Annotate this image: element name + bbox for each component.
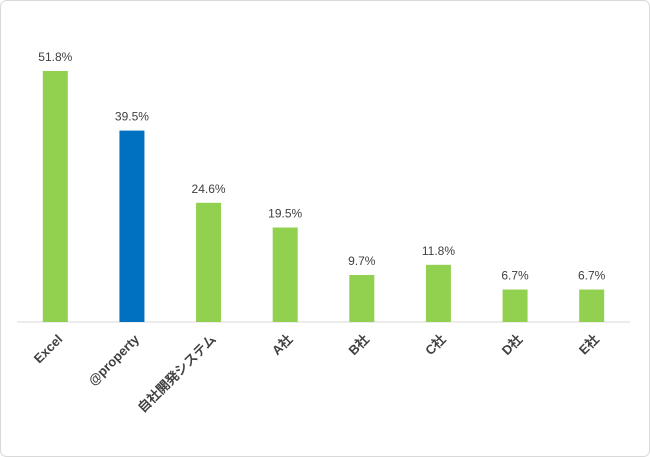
bar: [502, 289, 528, 322]
data-label: 19.5%: [268, 207, 302, 221]
bar: [579, 289, 605, 322]
data-label: 6.7%: [578, 269, 606, 283]
data-label: 6.7%: [501, 269, 529, 283]
data-label: 51.8%: [38, 50, 72, 64]
data-label: 39.5%: [115, 110, 149, 124]
bar: [272, 227, 298, 322]
data-label: 11.8%: [422, 244, 455, 258]
bar: [196, 202, 222, 322]
bar: [42, 71, 68, 322]
data-label: 9.7%: [348, 254, 376, 268]
bar: [425, 264, 451, 322]
data-label: 24.6%: [192, 182, 226, 196]
bar: [119, 130, 145, 322]
bar: [349, 274, 375, 322]
